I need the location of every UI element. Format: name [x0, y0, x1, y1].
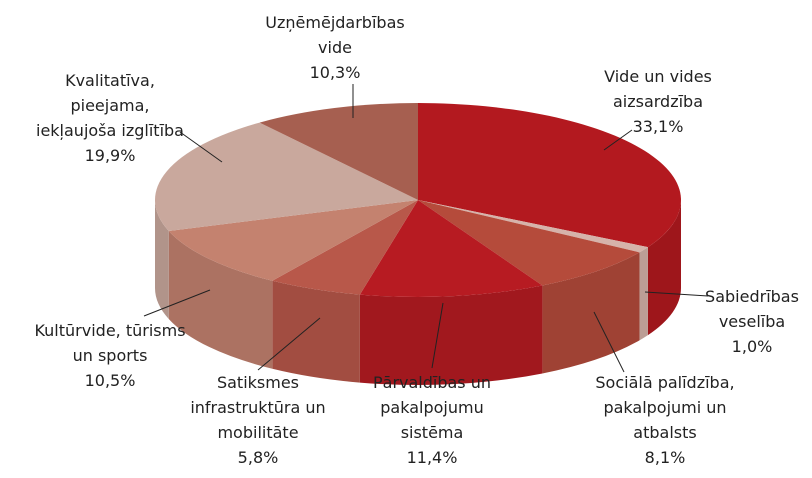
leader-line [603, 129, 633, 151]
slice-label: Pārvaldības un pakalpojumu sistēma 11,4% [322, 370, 542, 470]
category-label: Vide un vides aizsardzība [604, 67, 712, 111]
value-label: 10,3% [309, 63, 361, 82]
slice [259, 103, 418, 200]
slice-label: Uzņēmējdarbības vide 10,3% [225, 10, 445, 85]
leader-line [257, 317, 321, 371]
slice-side [359, 285, 543, 386]
slice [418, 103, 681, 248]
slice-side [272, 280, 360, 383]
slices [154, 103, 681, 386]
slice-side [168, 230, 273, 369]
value-label: 10,5% [84, 371, 136, 390]
slice-label: Satiksmes infrastruktūra un mobilitāte 5,… [148, 370, 368, 470]
slice [418, 200, 648, 253]
slice-label: Vide un vides aizsardzība 33,1% [548, 64, 768, 139]
slice-side [542, 252, 640, 374]
category-label: Uzņēmējdarbības vide [265, 13, 405, 57]
value-label: 1,0% [731, 337, 773, 356]
slice-side [155, 200, 169, 319]
value-label: 19,9% [84, 146, 136, 165]
leader-line [644, 291, 709, 297]
leader-lines [143, 84, 709, 373]
category-label: Kultūrvide, tūrisms un sports [34, 321, 186, 365]
slice-label: Kvalitatīva, pieejama, iekļaujoša izglīt… [0, 68, 220, 168]
slice [154, 122, 418, 231]
slice [168, 200, 418, 281]
slice-label: Sabiedrības veselība 1,0% [642, 284, 812, 359]
slice [359, 200, 543, 298]
slice-label: Sociālā palīdzība, pakalpojumi un atbals… [555, 370, 775, 470]
value-label: 8,1% [644, 448, 686, 467]
value-label: 5,8% [237, 448, 279, 467]
category-label: Sociālā palīdzība, pakalpojumi un atbals… [595, 373, 735, 442]
category-label: Pārvaldības un pakalpojumu sistēma [372, 373, 491, 442]
slice-side [639, 247, 648, 341]
slice-label: Kultūrvide, tūrisms un sports 10,5% [0, 318, 220, 393]
leader-line [593, 311, 625, 373]
value-label: 33,1% [632, 117, 684, 136]
slice-side [647, 200, 681, 336]
leader-line [143, 289, 211, 317]
slice [418, 200, 640, 286]
slice [272, 200, 418, 295]
value-label: 11,4% [406, 448, 458, 467]
category-label: Kvalitatīva, pieejama, iekļaujoša izglīt… [36, 71, 184, 140]
category-label: Sabiedrības veselība [705, 287, 799, 331]
leader-line [179, 131, 223, 163]
leader-line [431, 302, 444, 369]
category-label: Satiksmes infrastruktūra un mobilitāte [190, 373, 326, 442]
